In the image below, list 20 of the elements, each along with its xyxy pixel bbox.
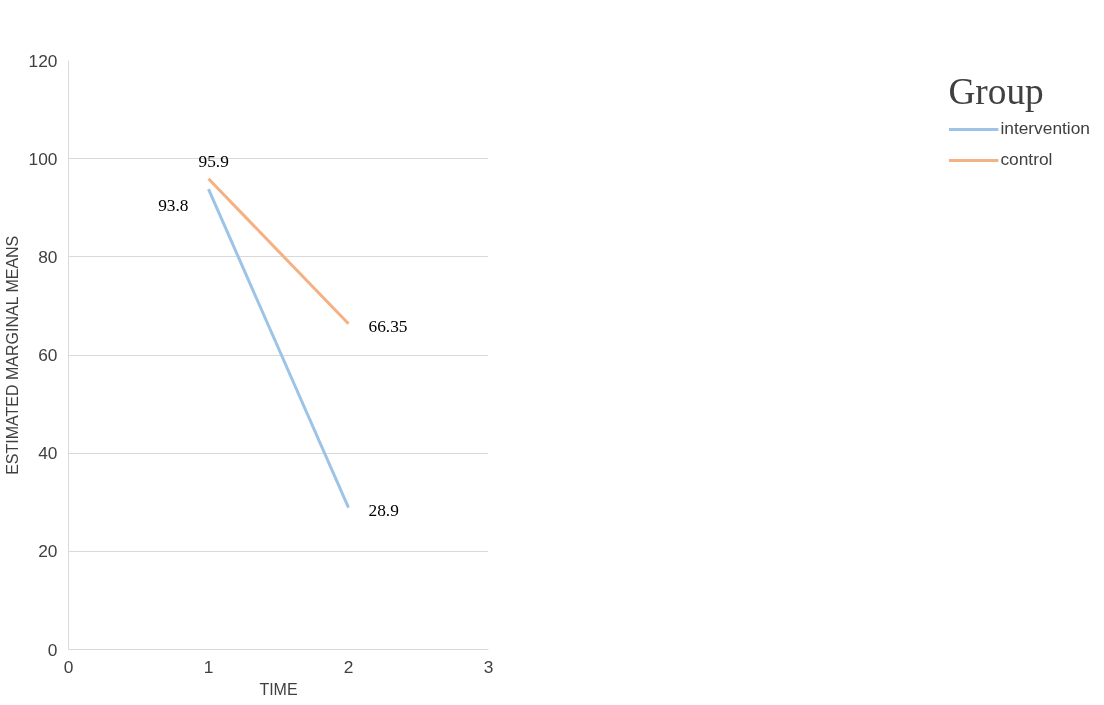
y-tick-label: 40 xyxy=(38,443,58,464)
y-tick-label: 60 xyxy=(38,345,58,365)
x-tick-label: 3 xyxy=(483,656,494,677)
x-tick-label: 2 xyxy=(343,656,354,677)
x-tick-label: 0 xyxy=(63,656,74,677)
data-label: 93.8 xyxy=(158,196,189,216)
legend-label: intervention xyxy=(1000,118,1090,139)
legend-label: control xyxy=(1000,149,1053,170)
y-tick-label: 20 xyxy=(38,541,58,562)
y-tick-label: 120 xyxy=(28,50,58,71)
y-tick-label: 0 xyxy=(47,639,58,660)
data-label: 95.9 xyxy=(198,151,229,171)
y-tick-label: 80 xyxy=(38,246,58,267)
y-tick-label: 100 xyxy=(28,148,58,169)
y-axis-title: ESTIMATED MARGINAL MEANS xyxy=(3,235,21,475)
x-tick-label: 1 xyxy=(203,656,214,677)
data-label: 28.9 xyxy=(368,500,399,520)
data-label: 66.35 xyxy=(368,316,408,336)
legend-title: Group xyxy=(948,70,1045,113)
x-axis-title: TIME xyxy=(259,680,298,698)
